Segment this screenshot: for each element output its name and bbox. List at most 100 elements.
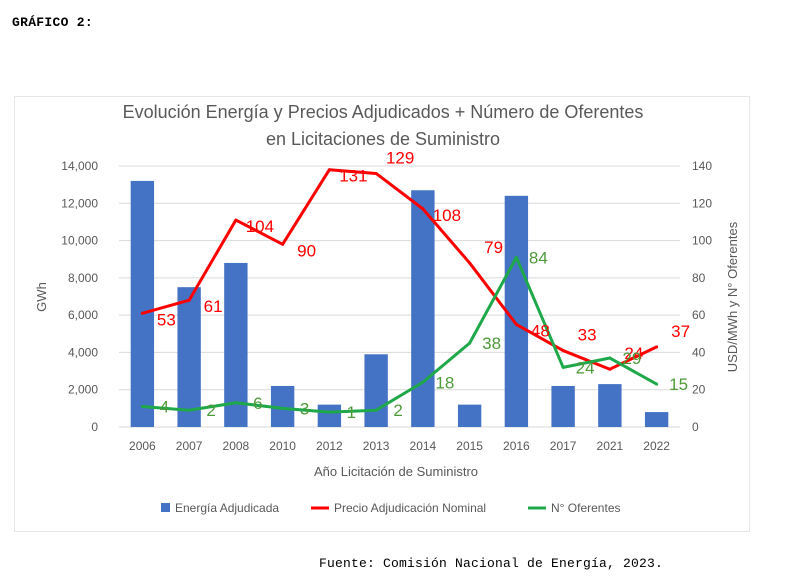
price-data-label: 90 — [297, 241, 316, 260]
legend-label-bidders: N° Oferentes — [551, 501, 621, 515]
bar-energia-2012 — [317, 404, 342, 427]
price-data-label: 79 — [484, 238, 503, 257]
bidders-data-label: 18 — [435, 373, 454, 392]
bidders-data-label: 2 — [206, 401, 215, 420]
y-axis-title: GWh — [34, 282, 49, 312]
energy-bars — [130, 180, 669, 427]
y-tick-label: 8,000 — [68, 271, 98, 285]
bidders-data-label: 3 — [300, 399, 309, 418]
bar-energia-2017 — [551, 385, 575, 427]
bidders-line-point — [140, 404, 144, 408]
chart: Evolución Energía y Precios Adjudicados … — [34, 102, 740, 515]
bidders-data-label: 4 — [160, 397, 169, 416]
y-tick-label: 10,000 — [61, 234, 98, 248]
bidders-line-point — [514, 255, 518, 259]
price-data-label: 24 — [624, 344, 643, 363]
bar-energia-2008 — [224, 262, 248, 427]
x-axis-title: Año Licitación de Suministro — [314, 464, 478, 479]
bar-energia-2021 — [598, 384, 622, 427]
bidders-line-point — [468, 341, 472, 345]
y-tick-label: 2,000 — [68, 383, 98, 397]
price-line-point — [514, 322, 518, 326]
bidders-data-label: 38 — [482, 334, 501, 353]
legend-label-price: Precio Adjudicación Nominal — [334, 501, 486, 515]
bidders-data-label: 24 — [576, 358, 595, 377]
section-heading: GRÁFICO 2: — [12, 15, 94, 30]
x-tick-label: 2022 — [643, 439, 670, 453]
y2-tick-label: 40 — [692, 345, 706, 359]
price-line-point — [468, 261, 472, 265]
bidders-line-point — [281, 406, 285, 410]
y-tick-label: 14,000 — [61, 159, 98, 173]
y-tick-label: 4,000 — [68, 345, 98, 359]
bidders-line-point — [655, 382, 659, 386]
bidders-line-point — [608, 356, 612, 360]
price-line-point — [327, 168, 331, 172]
y2-tick-label: 80 — [692, 271, 706, 285]
axes: 0 0 2,000 20 4,000 40 6,000 60 8,000 80 10,000 100 1… — [61, 159, 712, 453]
bidders-line-point — [421, 380, 425, 384]
bar-energia-2010 — [270, 385, 295, 427]
price-data-label: 131 — [339, 167, 367, 186]
chart-title-line-1: Evolución Energía y Precios Adjudicados … — [123, 102, 644, 122]
bidders-line-point — [374, 408, 378, 412]
chart-title-line-2: en Licitaciones de Suministro — [266, 129, 500, 149]
bar-energia-2006 — [130, 180, 155, 427]
y2-axis-title: USD/MWh y N° Oferentes — [725, 221, 740, 372]
legend-label-energy: Energía Adjudicada — [175, 501, 279, 515]
x-tick-label: 2016 — [503, 439, 530, 453]
price-line-point — [561, 349, 565, 353]
y2-tick-label: 60 — [692, 308, 706, 322]
bidders-line-point — [327, 410, 331, 414]
x-tick-label: 2007 — [176, 439, 203, 453]
x-tick-label: 2013 — [363, 439, 390, 453]
y-tick-label: 6,000 — [68, 308, 98, 322]
source-note: Fuente: Comisión Nacional de Energía, 20… — [319, 556, 664, 571]
bidders-line-point — [561, 365, 565, 369]
gridlines — [119, 165, 680, 428]
price-data-label: 48 — [531, 321, 550, 340]
x-tick-label: 2008 — [223, 439, 250, 453]
y2-tick-label: 140 — [692, 159, 712, 173]
bidders-line-point — [187, 408, 191, 412]
price-line — [141, 168, 658, 371]
bidders-data-label: 2 — [393, 401, 402, 420]
x-tick-label: 2006 — [129, 439, 156, 453]
bidders-data-label: 1 — [347, 403, 356, 422]
y-tick-label: 0 — [91, 420, 98, 434]
bar-energia-2015 — [457, 404, 482, 427]
bidders-data-label: 29 — [622, 349, 641, 368]
price-data-label: 37 — [671, 322, 690, 341]
bidders-line — [142, 255, 658, 414]
price-data-label: 108 — [433, 206, 461, 225]
y2-tick-label: 20 — [692, 383, 706, 397]
price-line-point — [374, 171, 378, 175]
x-tick-label: 2015 — [456, 439, 483, 453]
x-tick-label: 2014 — [410, 439, 437, 453]
price-data-label: 53 — [157, 310, 176, 329]
legend: Energía Adjudicada Precio Adjudicación N… — [161, 501, 621, 515]
price-data-label: 129 — [386, 148, 414, 167]
price-line-point — [187, 298, 191, 302]
bar-energia-2022 — [644, 412, 669, 427]
chart-frame: Evolución Energía y Precios Adjudicados … — [14, 96, 750, 532]
x-tick-label: 2012 — [316, 439, 343, 453]
price-data-label: 61 — [204, 297, 223, 316]
price-data-label: 104 — [246, 217, 274, 236]
y2-tick-label: 0 — [692, 420, 699, 434]
y2-tick-label: 120 — [692, 196, 712, 210]
bar-energia-2007 — [177, 287, 201, 427]
y-tick-label: 12,000 — [61, 196, 98, 210]
price-line-point — [281, 242, 285, 246]
x-tick-label: 2021 — [597, 439, 624, 453]
bidders-data-label: 15 — [669, 375, 688, 394]
bidders-data-label: 6 — [253, 394, 262, 413]
price-data-label: 33 — [578, 326, 597, 345]
price-line-point — [421, 207, 425, 211]
price-line-point — [234, 218, 238, 222]
bidders-data-label: 84 — [529, 248, 548, 267]
price-line-point — [140, 311, 144, 315]
data-labels: 53 61 104 90 131 129 108 79 48 33 24 37 4 2 6 3 1 2 18 38 84… — [157, 148, 690, 422]
bidders-line-point — [234, 401, 238, 405]
line-series — [140, 168, 659, 414]
